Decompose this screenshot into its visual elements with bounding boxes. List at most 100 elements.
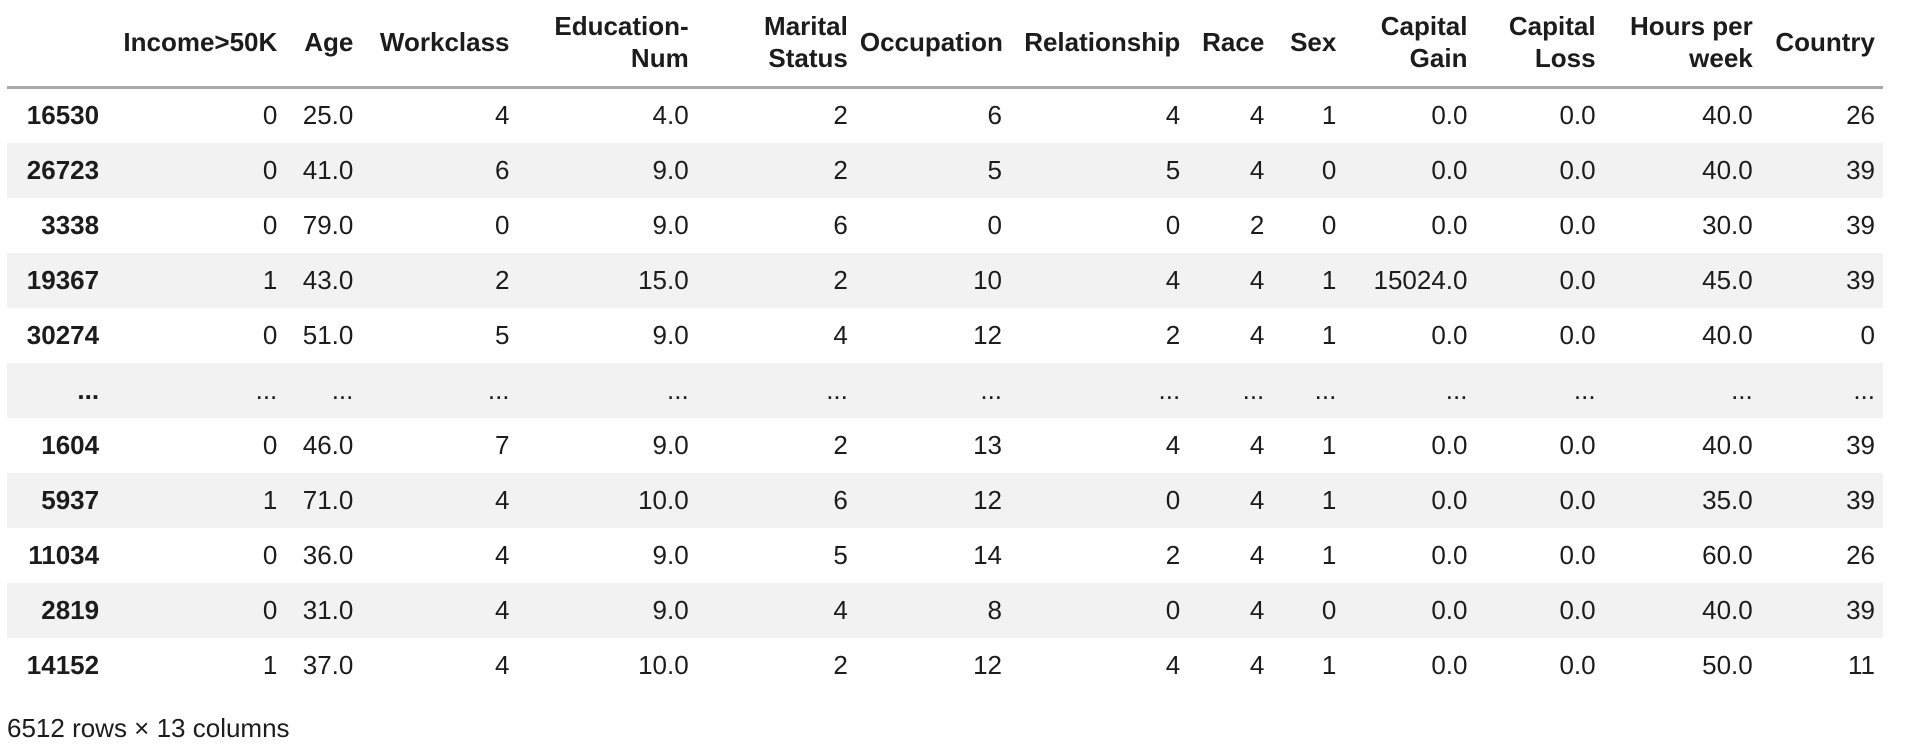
table-cell: 2	[1249, 209, 1265, 240]
table-cell: 4	[1249, 100, 1265, 131]
table-cell: 4	[495, 539, 510, 570]
row-index-cell: 19367	[26, 264, 100, 295]
table-cell: 4	[1249, 484, 1265, 515]
index-column-header	[7, 0, 108, 89]
table-cell: 1	[1321, 264, 1337, 295]
table-cell: 4	[495, 484, 510, 515]
table-cell: 0.0	[1559, 154, 1596, 185]
table-row: 5937 1 71.0 4 10.0 6 12 0 4 1 0.0 0.0 35.0 39	[7, 472, 1883, 528]
table-cell: 25.0	[302, 100, 354, 131]
row-index-cell: 14152	[26, 649, 100, 680]
table-cell: ...	[667, 374, 689, 405]
table-cell: 4	[1249, 429, 1265, 460]
table-cell: 12	[973, 319, 1003, 350]
table-cell: 14	[973, 539, 1003, 570]
row-column-count: 6512 rows × 13 columns	[7, 712, 290, 743]
table-cell: 0	[1165, 594, 1181, 625]
table-cell: 39	[1846, 154, 1875, 185]
table-cell: 0	[495, 209, 510, 240]
column-header: Relationship	[1010, 0, 1189, 89]
table-cell: 1	[262, 264, 278, 295]
table-cell: 9.0	[652, 429, 689, 460]
table-row: 14152 1 37.0 4 10.0 2 12 4 4 1 0.0 0.0 50.0 11	[7, 638, 1883, 693]
table-cell: ...	[1573, 374, 1596, 405]
table-row: 1604 0 46.0 7 9.0 2 13 4 4 1 0.0 0.0 40.0 39	[7, 418, 1883, 473]
table-cell: 4	[1249, 264, 1265, 295]
table-cell: 9.0	[652, 319, 689, 350]
table-cell: 4	[1249, 594, 1265, 625]
table-cell: 4	[1165, 264, 1181, 295]
table-cell: 26	[1846, 100, 1875, 131]
table-cell: 0.0	[1559, 100, 1596, 131]
table-cell: 43.0	[302, 264, 354, 295]
table-cell: 6	[495, 154, 510, 185]
table-cell: 0.0	[1559, 429, 1596, 460]
table-cell: 0.0	[1431, 154, 1468, 185]
table-cell: 31.0	[302, 594, 354, 625]
table-cell: 4.0	[652, 100, 689, 131]
table-cell: 2	[1165, 319, 1181, 350]
table-cell: 4	[1249, 319, 1265, 350]
table-cell: 0	[1165, 209, 1181, 240]
table-cell: 2	[833, 429, 848, 460]
table-cell: 1	[1321, 484, 1337, 515]
table-cell: 41.0	[302, 154, 354, 185]
table-cell: 0.0	[1431, 100, 1468, 131]
table-cell: 0	[1321, 209, 1337, 240]
table-cell: 4	[495, 100, 510, 131]
table-cell: 0.0	[1431, 209, 1468, 240]
table-cell: 0	[262, 539, 278, 570]
table-cell: 0.0	[1559, 484, 1596, 515]
column-header: Workclass	[361, 0, 518, 89]
table-cell: 2	[495, 264, 510, 295]
table-cell: 11	[1848, 649, 1875, 680]
table-cell: 4	[1165, 100, 1181, 131]
row-index-cell: 5937	[41, 484, 100, 515]
table-cell: ...	[1314, 374, 1337, 405]
table-cell: 6	[833, 209, 848, 240]
table-cell: 0.0	[1431, 484, 1468, 515]
column-header: Income>50K	[107, 0, 286, 89]
table-cell: 39	[1846, 429, 1875, 460]
table-cell: 0	[987, 209, 1003, 240]
table-cell: 0	[262, 594, 278, 625]
row-index-cell: 3338	[41, 209, 100, 240]
table-cell: 1	[1321, 319, 1337, 350]
table-cell: 1	[1321, 539, 1337, 570]
table-cell: 1	[1321, 429, 1337, 460]
column-header: Hours per week	[1603, 0, 1761, 89]
table-cell: 0.0	[1559, 264, 1596, 295]
table-cell: 0	[262, 319, 278, 350]
table-cell: 2	[833, 154, 848, 185]
table-cell: 7	[495, 429, 510, 460]
column-header: Race	[1188, 0, 1273, 89]
table-cell: 0.0	[1431, 429, 1468, 460]
table-cell: 1	[1321, 649, 1337, 680]
table-cell: 37.0	[302, 649, 354, 680]
table-cell: ...	[487, 374, 510, 405]
table-cell: 40.0	[1702, 594, 1753, 625]
table-cell: 9.0	[652, 539, 689, 570]
table-cell: 1	[262, 484, 278, 515]
row-index-cell: ...	[77, 374, 100, 405]
column-header: Capital Loss	[1475, 0, 1604, 89]
table-cell: 0	[1860, 319, 1875, 350]
table-cell: 0.0	[1559, 319, 1596, 350]
table-cell: 9.0	[652, 209, 689, 240]
table-cell: 0.0	[1431, 594, 1468, 625]
table-cell: 0.0	[1431, 539, 1468, 570]
table-cell: 2	[833, 264, 848, 295]
table-cell: 5	[833, 539, 848, 570]
table-row: 26723 0 41.0 6 9.0 2 5 5 4 0 0.0 0.0 40.0 39	[7, 142, 1883, 198]
table-cell: 40.0	[1702, 154, 1753, 185]
table-cell: 13	[973, 429, 1003, 460]
table-cell: 1	[262, 649, 278, 680]
table-cell: 6	[833, 484, 848, 515]
table-cell: 15.0	[638, 264, 689, 295]
table-cell: 6	[987, 100, 1003, 131]
table-cell: ...	[1242, 374, 1265, 405]
table-cell: 4	[1249, 154, 1265, 185]
table-cell: 0	[1165, 484, 1181, 515]
table-cell: 10	[973, 264, 1003, 295]
table-cell: 40.0	[1702, 100, 1753, 131]
